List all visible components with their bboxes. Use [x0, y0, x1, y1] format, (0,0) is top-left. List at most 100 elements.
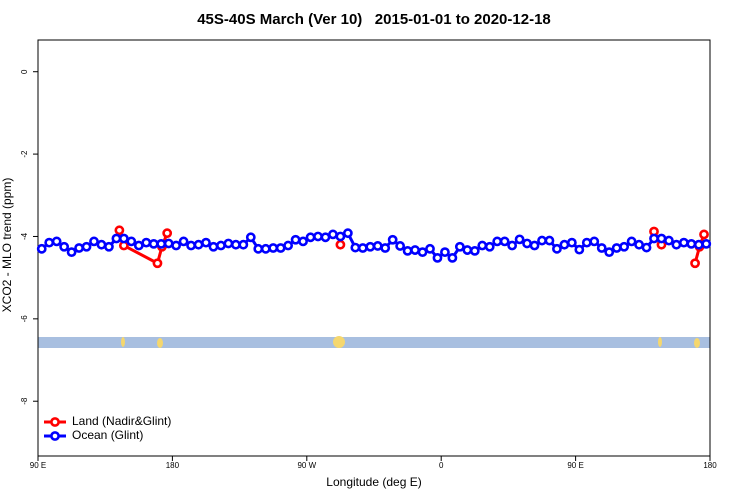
data-point [477, 240, 488, 251]
data-point [529, 240, 540, 251]
data-point [328, 229, 338, 240]
data-point [193, 239, 204, 250]
data-point [357, 243, 368, 253]
x-tick-label: 90 E [30, 461, 46, 470]
data-point [395, 241, 406, 251]
data-point [641, 242, 652, 253]
data-point [59, 241, 70, 252]
data-point [104, 241, 114, 252]
data-point [402, 245, 413, 256]
data-point [335, 231, 346, 242]
legend-label: Ocean (Glint) [72, 428, 143, 442]
data-point [417, 247, 428, 258]
data-point [81, 241, 92, 252]
data-point [230, 239, 241, 250]
data-point [260, 243, 271, 254]
x-tick-label: 0 [439, 461, 444, 470]
surface-mask [38, 336, 710, 348]
data-point [492, 236, 503, 247]
data-point [596, 243, 607, 253]
data-point [440, 247, 450, 258]
data-point [152, 258, 163, 269]
data-point [44, 237, 55, 248]
data-point [693, 239, 704, 250]
data-point [313, 231, 323, 242]
data-point [671, 239, 682, 250]
data-point [380, 243, 391, 253]
legend-marker [50, 417, 60, 427]
data-point [454, 241, 465, 252]
data-point [51, 236, 62, 247]
data-point [186, 240, 196, 251]
x-axis-label: Longitude (deg E) [326, 475, 421, 489]
y-tick-label: -2 [20, 150, 29, 158]
data-point [216, 240, 226, 251]
data-point [522, 238, 532, 249]
data-point [118, 233, 129, 244]
data-point [690, 258, 700, 269]
data-point [162, 228, 173, 239]
legend: Land (Nadir&Glint)Ocean (Glint) [44, 414, 171, 442]
data-point [701, 238, 712, 249]
data-point [290, 234, 301, 245]
data-point [320, 232, 331, 243]
data-point [425, 243, 435, 254]
data-point [581, 237, 592, 248]
y-tick-label: -4 [20, 232, 29, 240]
data-point [74, 243, 84, 253]
data-point [163, 238, 174, 249]
data-point [283, 240, 294, 251]
data-point [305, 232, 316, 243]
data-point [410, 245, 420, 255]
data-point [298, 236, 308, 247]
data-point [507, 240, 518, 251]
legend-label: Land (Nadir&Glint) [72, 414, 171, 428]
data-point [223, 238, 234, 249]
data-point [111, 233, 122, 244]
data-point [208, 241, 219, 252]
data-point [664, 235, 674, 246]
data-point [133, 240, 144, 251]
data-point [114, 225, 125, 236]
data-point [171, 240, 182, 251]
data-point [178, 236, 189, 247]
data-point [89, 236, 99, 247]
data-point [619, 241, 630, 252]
data-point [484, 241, 495, 252]
data-point [566, 237, 577, 248]
data-point [552, 243, 562, 254]
data-point [372, 241, 383, 251]
data-point [699, 229, 709, 240]
data-point [686, 238, 697, 249]
chart-title: 45S-40S March (Ver 10) 2015-01-01 to 202… [197, 11, 551, 28]
data-point [462, 245, 473, 255]
x-tick-label: 180 [166, 461, 180, 470]
data-point [544, 235, 555, 246]
y-tick-label: -8 [20, 397, 29, 405]
data-point [365, 241, 376, 252]
data-point [559, 239, 570, 250]
x-tick-label: 180 [703, 461, 717, 470]
data-point [238, 239, 249, 250]
data-point [156, 238, 167, 249]
data-point [342, 228, 353, 239]
data-point [141, 237, 152, 248]
y-tick-label: 0 [20, 69, 29, 74]
data-point [36, 243, 47, 254]
data-point [126, 236, 137, 247]
data-point [499, 236, 510, 247]
data-point [350, 242, 361, 253]
x-tick-label: 90 W [297, 461, 316, 470]
data-point [514, 234, 525, 245]
data-point [335, 239, 346, 250]
data-point [148, 238, 159, 249]
legend-marker [50, 431, 60, 441]
data-point [469, 245, 480, 256]
data-point [656, 233, 667, 244]
data-point [634, 239, 644, 250]
data-point [537, 235, 547, 246]
data-point [626, 236, 637, 247]
data-point [253, 243, 264, 254]
